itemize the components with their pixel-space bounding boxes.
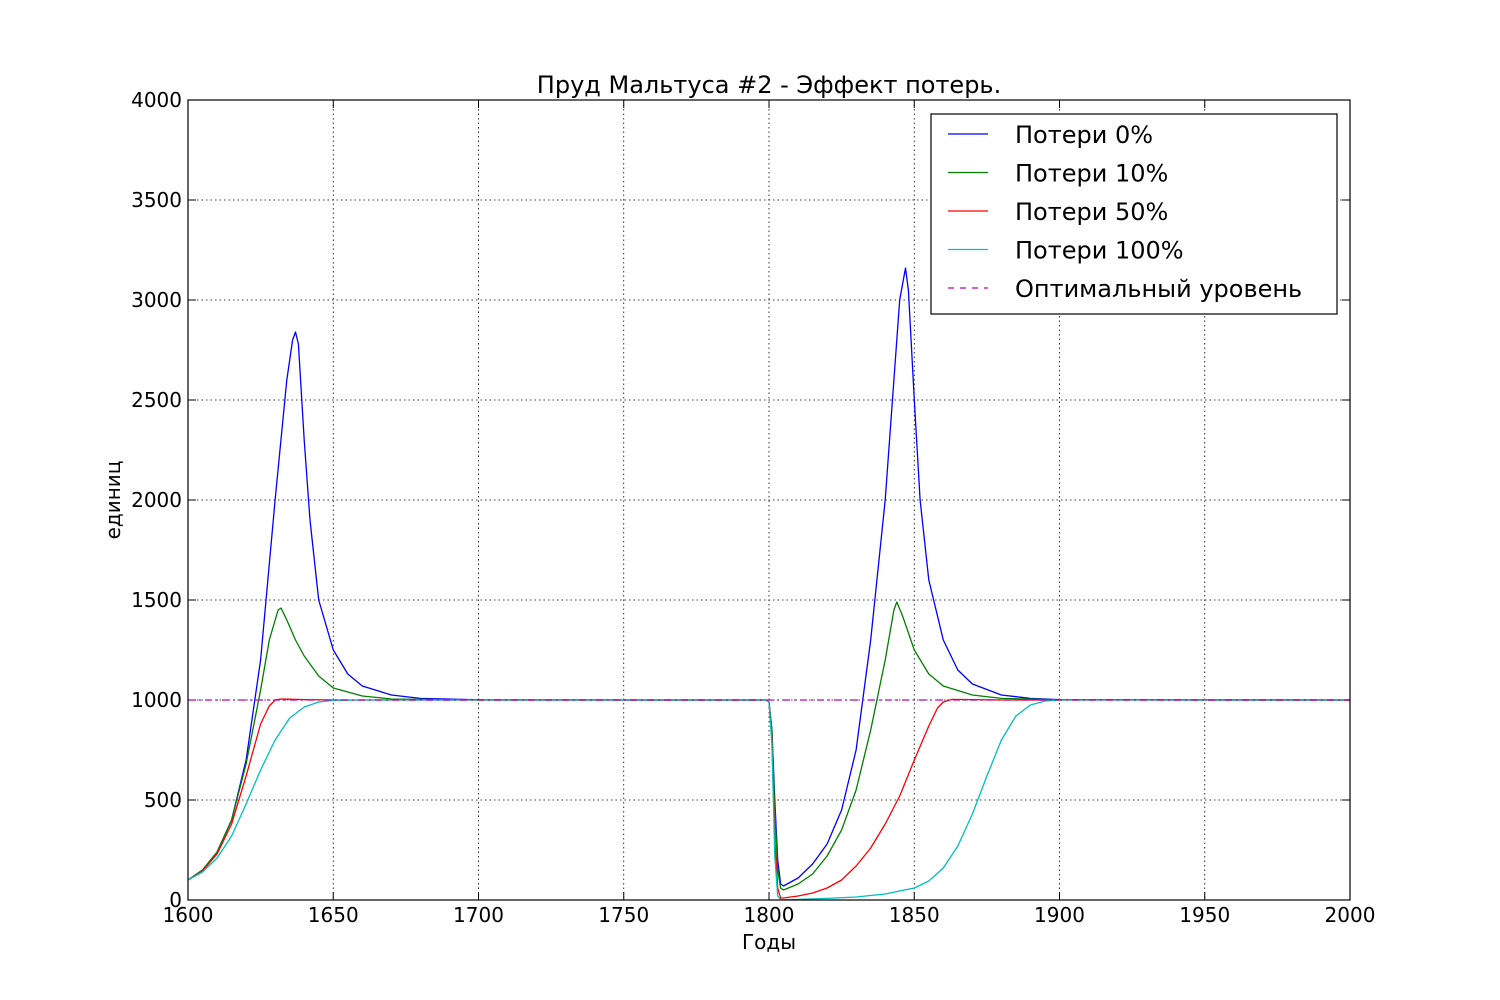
y-tick-label: 1500 [131, 588, 182, 612]
y-tick-label: 500 [144, 788, 182, 812]
y-tick-label: 3000 [131, 288, 182, 312]
y-tick-label: 2000 [131, 488, 182, 512]
y-tick-label: 1000 [131, 688, 182, 712]
x-tick-label: 1900 [1034, 903, 1085, 927]
legend-label: Оптимальный уровень [1015, 275, 1302, 303]
x-tick-label: 1800 [744, 903, 795, 927]
axis-ticks: 1600 1650 1700 1750 1800 1850 1900 1950 2000 0 500… [131, 88, 1375, 927]
x-tick-label: 1700 [453, 903, 504, 927]
y-axis-label: единиц [101, 461, 125, 540]
legend-label: Потери 0% [1015, 121, 1153, 149]
chart-title: Пруд Мальтуса #2 - Эффект потерь. [537, 71, 1001, 99]
legend-label: Потери 10% [1015, 160, 1168, 188]
y-tick-label: 2500 [131, 388, 182, 412]
x-tick-label: 1600 [163, 903, 214, 927]
grid [188, 100, 1350, 900]
x-tick-label: 1850 [889, 903, 940, 927]
x-tick-label: 1950 [1179, 903, 1230, 927]
series-line-2 [187, 698, 1350, 899]
y-tick-label: 0 [169, 888, 182, 912]
series-lines [187, 267, 1351, 901]
y-tick-label: 3500 [131, 188, 182, 212]
x-tick-label: 1750 [598, 903, 649, 927]
y-tick-label: 4000 [131, 88, 182, 112]
x-tick-label: 2000 [1325, 903, 1376, 927]
legend-label: Потери 50% [1015, 198, 1168, 226]
x-axis-label: Годы [742, 930, 796, 954]
legend-box [930, 113, 1338, 315]
legend-label: Потери 100% [1015, 237, 1184, 265]
legend: Потери 0% Потери 10% Потери 50% Потери 100%… [930, 113, 1338, 315]
plot-frame [187, 99, 1351, 901]
x-tick-label: 1650 [308, 903, 359, 927]
series-line-1 [187, 601, 1351, 891]
